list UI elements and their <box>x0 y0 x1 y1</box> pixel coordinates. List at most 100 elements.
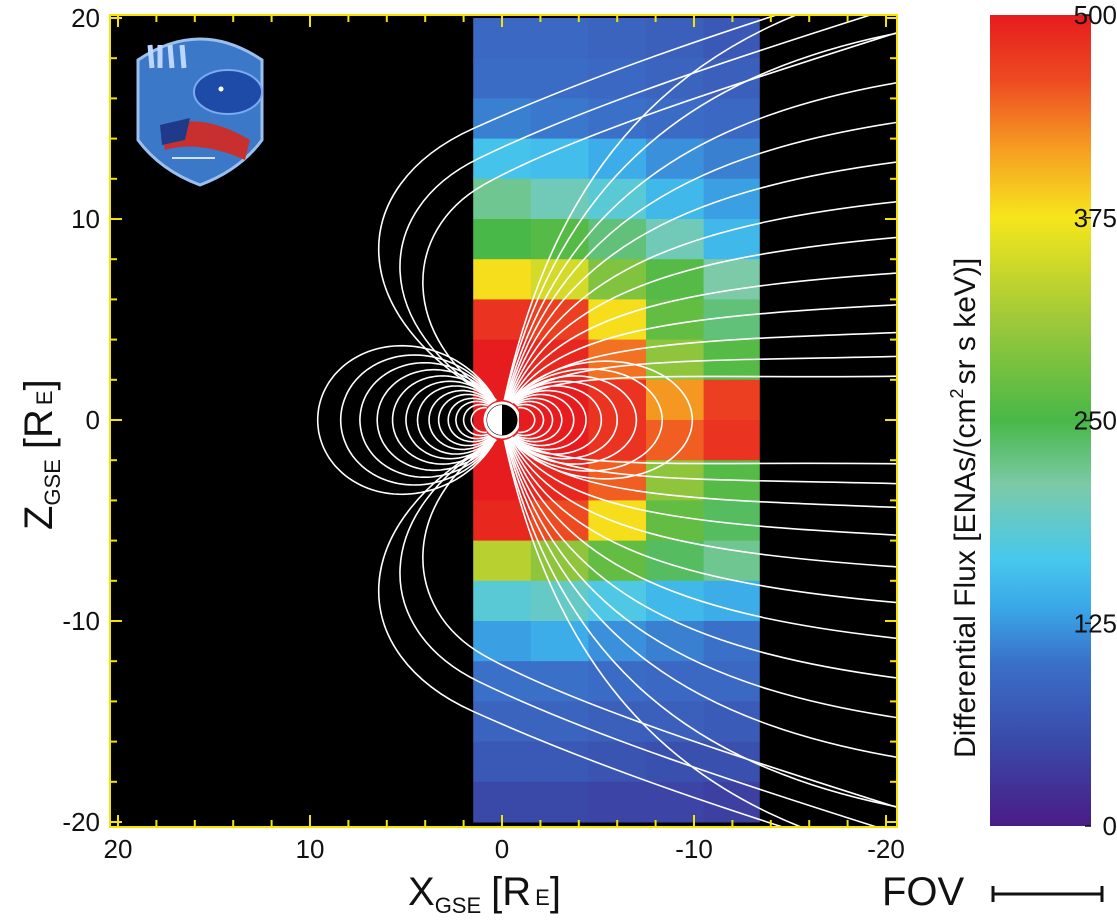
heatmap-cell <box>646 339 705 381</box>
dayside-field-line <box>470 406 487 434</box>
open-field-line <box>511 436 897 485</box>
heatmap-cell <box>473 741 532 783</box>
heatmap-cell <box>530 580 589 622</box>
heatmap-cell <box>530 781 589 823</box>
heatmap-cell <box>588 540 647 582</box>
heatmap-cell <box>646 178 705 220</box>
heatmap-cell <box>473 580 532 622</box>
dayside-field-line <box>462 403 489 437</box>
y-tick-label: 0 <box>86 405 100 435</box>
heatmap-cell <box>646 781 705 823</box>
heatmap-cell <box>588 379 647 421</box>
colorbar-label: Differential Flux [ENAs/(cm2sr s keV)] <box>947 258 982 758</box>
nightside-field-line <box>515 400 554 440</box>
heatmap-cell <box>530 460 589 501</box>
colorbar-tick-label: 0 <box>1103 811 1117 841</box>
fov-label: FOV <box>882 870 965 914</box>
heatmap-cell <box>588 339 647 381</box>
open-field-line <box>509 437 897 568</box>
heatmap-cell <box>530 18 589 59</box>
heatmap-cell <box>646 18 705 59</box>
colorbar-tick-label: 375 <box>1074 203 1117 233</box>
heatmap-cell <box>473 460 532 501</box>
cusp-field-line <box>399 439 880 827</box>
dayside-field-line <box>437 393 492 447</box>
colorbar-tick-labels: 0 125 250 375 500 <box>1074 0 1117 841</box>
nightside-field-line <box>510 368 664 472</box>
open-field-line <box>511 375 897 404</box>
cusp-field-line <box>399 15 873 401</box>
heatmap-cell <box>473 58 532 99</box>
heatmap-cell <box>588 781 647 823</box>
heatmap-cell <box>473 259 532 300</box>
heatmap-cell <box>646 379 705 421</box>
cusp-field-line <box>422 31 897 401</box>
nightside-field-line <box>518 406 536 434</box>
heatmap-cell <box>473 299 532 341</box>
open-field-line <box>511 355 897 404</box>
open-field-line <box>503 439 804 827</box>
heatmap-cell <box>588 299 647 341</box>
heatmap-cell <box>588 58 647 99</box>
heatmap-cell <box>530 98 589 140</box>
open-field-line <box>506 438 897 679</box>
heatmap-cell <box>703 18 760 59</box>
open-field-line <box>503 439 897 808</box>
open-field-line <box>505 439 897 719</box>
heatmap-cell <box>646 621 705 662</box>
nightside-field-line <box>511 380 619 460</box>
heatmap-cell <box>473 219 532 260</box>
y-axis-label: ZGSE[RE] <box>17 379 65 530</box>
dayside-field-line <box>316 344 497 496</box>
x-tick-label: 10 <box>296 834 325 864</box>
heatmap-cell <box>588 18 647 59</box>
heatmap-cell <box>530 138 589 180</box>
dayside-field-line <box>359 362 496 478</box>
open-field-line <box>508 438 897 604</box>
heatmap-cell <box>473 138 532 180</box>
open-field-line <box>505 121 897 401</box>
heatmap-cell <box>588 500 647 542</box>
x-tick-labels: 20 10 0 -10 -20 <box>104 834 905 864</box>
heatmap-cell <box>646 259 705 300</box>
open-field-line <box>510 437 897 509</box>
y-tick-labels: 20 10 0 -10 -20 <box>62 3 100 837</box>
heatmap-cell <box>588 460 647 501</box>
fov-scale-bar <box>991 886 1104 902</box>
colorbar-tick-label: 500 <box>1074 0 1117 30</box>
open-field-line <box>511 436 897 465</box>
heatmap-cell <box>530 540 589 582</box>
heatmap-cell <box>473 661 532 702</box>
heatmap-cell <box>646 219 705 260</box>
dayside-field-line <box>455 400 490 440</box>
dayside-field-line <box>416 385 494 455</box>
heatmap-cell <box>588 259 647 300</box>
dayside-field-line <box>405 380 494 460</box>
heatmap-cell <box>703 661 760 702</box>
colorbar-tick-label: 250 <box>1074 406 1117 436</box>
open-field-line <box>503 32 897 401</box>
open-field-line <box>510 437 897 536</box>
open-field-line <box>503 15 799 401</box>
nightside-field-line <box>512 385 603 455</box>
heatmap-cell <box>646 741 705 783</box>
x-axis-label: XGSE [R E] <box>408 870 561 918</box>
heatmap-cell <box>473 500 532 542</box>
dayside-field-line <box>447 397 491 443</box>
y-tick-label: 20 <box>71 3 100 33</box>
ibex-logo <box>136 37 264 187</box>
y-tick-label: -10 <box>62 606 100 636</box>
heatmap-cell <box>473 98 532 140</box>
heatmap-cell <box>703 379 760 421</box>
x-tick-label: 20 <box>104 834 133 864</box>
heatmap-cell <box>588 420 647 461</box>
open-field-line <box>504 81 897 401</box>
heatmap-cell <box>646 540 705 582</box>
heatmap-cell <box>646 299 705 341</box>
open-field-line <box>507 200 897 402</box>
nightside-field-line <box>514 397 563 443</box>
heatmap-cell <box>473 339 532 381</box>
cusp-field-line <box>422 439 897 809</box>
heatmap-cell <box>473 540 532 582</box>
